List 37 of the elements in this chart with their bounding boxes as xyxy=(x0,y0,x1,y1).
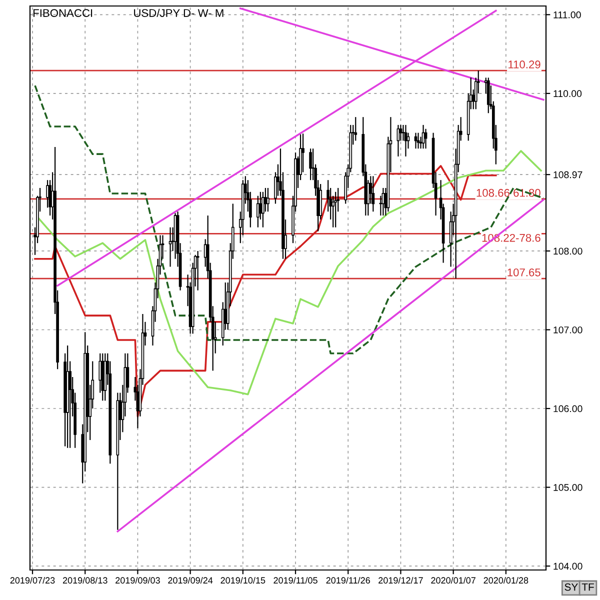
x-tick-label: 2019/09/03 xyxy=(116,576,160,584)
ref-line-label: 107.65 xyxy=(508,268,540,276)
x-tick-label: 2020/01/07 xyxy=(431,576,476,584)
x-tick-label: 2020/01/28 xyxy=(484,576,528,584)
y-tick-label: 107.00 xyxy=(554,326,582,334)
x-tick-label: 2019/10/15 xyxy=(220,576,266,584)
y-tick-label: 110.00 xyxy=(554,90,582,98)
candlestick xyxy=(196,250,200,291)
x-tick-label: 2019/09/24 xyxy=(168,576,213,584)
ref-line-label: 110.29 xyxy=(508,60,540,68)
line-series xyxy=(36,150,542,396)
x-tick-label: 2019/07/23 xyxy=(10,576,55,584)
candlestick xyxy=(266,187,270,212)
candlestick xyxy=(256,195,260,228)
candlestick xyxy=(309,148,312,181)
x-tick-label: 2019/11/05 xyxy=(274,576,318,584)
y-tick-label: 106.00 xyxy=(554,405,582,412)
candlestick xyxy=(424,128,428,150)
chart-subtitle: USD/JPY D- W- M xyxy=(134,8,224,17)
candlestick xyxy=(486,77,490,114)
x-tick-label: 2019/11/26 xyxy=(326,576,370,584)
y-tick-label: 104.00 xyxy=(554,562,582,570)
candlestick xyxy=(372,176,375,212)
candlestick xyxy=(168,226,172,268)
x-tick-label: 2019/12/17 xyxy=(378,576,423,584)
y-tick-label: 111.00 xyxy=(554,11,581,18)
text: SY xyxy=(564,583,578,591)
candlestick xyxy=(334,191,338,228)
y-tick-label: 105.00 xyxy=(554,484,582,491)
y-tick-label: 108.97 xyxy=(554,171,582,178)
y-tick-label: 108.00 xyxy=(554,248,582,255)
chart-title: FIBONACCI xyxy=(33,9,92,17)
text: TF xyxy=(582,583,594,591)
line-series xyxy=(34,84,544,354)
candlestick xyxy=(262,191,264,228)
candlestick xyxy=(354,116,358,142)
x-tick-label: 2019/08/13 xyxy=(62,576,108,584)
